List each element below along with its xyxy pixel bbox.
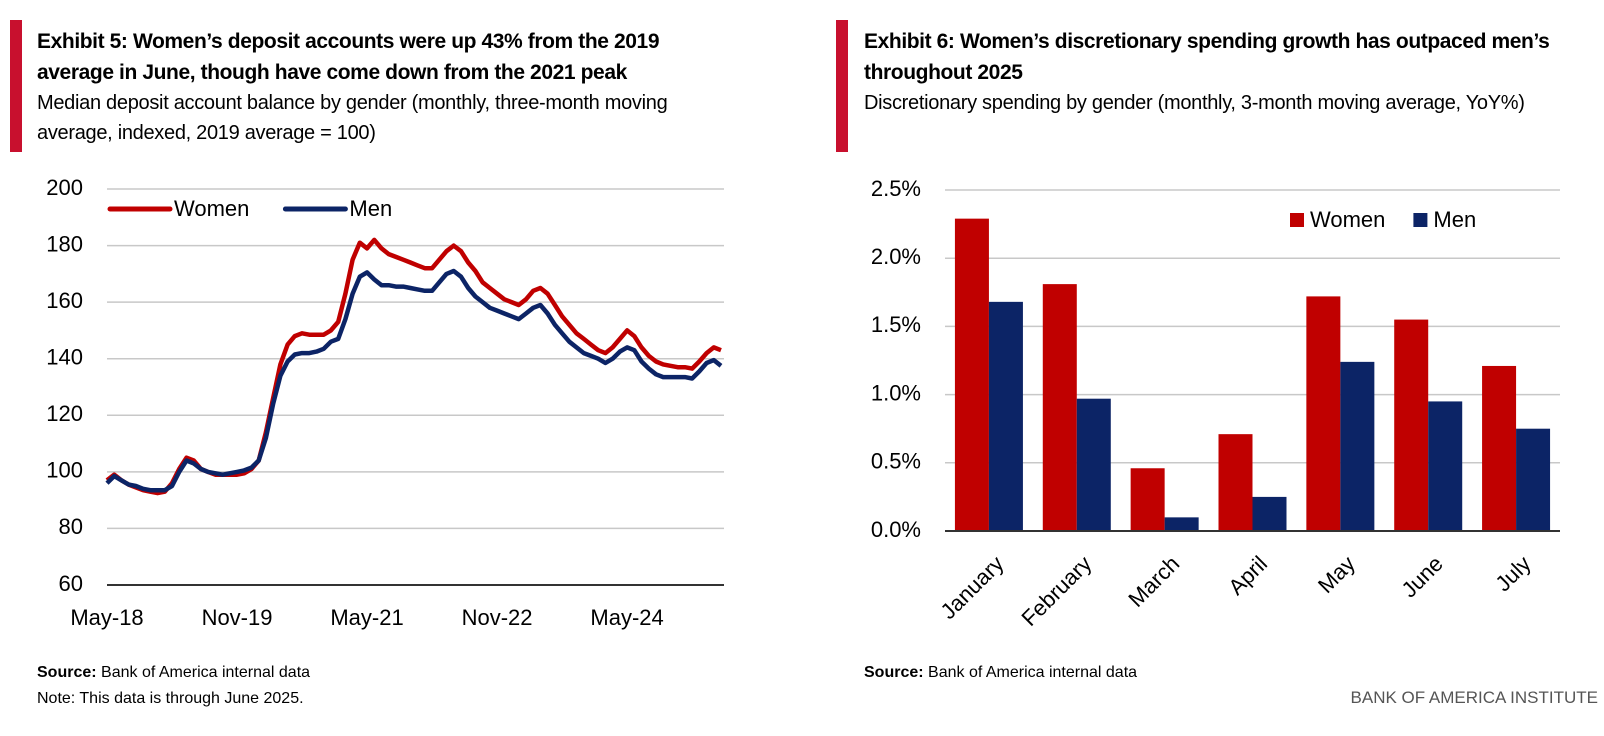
source-text: Bank of America internal data (928, 664, 1138, 681)
x-tick-label: Nov-19 (202, 605, 273, 630)
bar (1340, 361, 1375, 531)
y-tick-label: 60 (59, 571, 83, 596)
footer: BANK OF AMERICA INSTITUTE (1350, 688, 1598, 707)
bar (954, 218, 989, 532)
x-tick-label: May-21 (330, 605, 403, 630)
accent-bar (836, 20, 848, 152)
header: Exhibit 6: Women’s discretionary spendin… (864, 26, 1554, 118)
chart-title: Exhibit 6: Women’s discretionary spendin… (864, 30, 1550, 84)
source-text: Bank of America internal data (101, 664, 311, 681)
source: Source: Bank of America internal data (864, 660, 1137, 686)
y-tick-label: 200 (46, 175, 83, 200)
bar (1482, 365, 1517, 531)
x-tick-label: May-18 (70, 605, 143, 630)
line-series (105, 237, 722, 496)
legend-label: Men (349, 196, 392, 221)
x-tick-label: February (1016, 551, 1096, 631)
y-tick-label: 1.5% (871, 312, 921, 337)
y-tick-label: 140 (46, 345, 83, 370)
chart-subtitle: Discretionary spending by gender (monthl… (864, 92, 1525, 114)
source-label: Source: (864, 664, 924, 681)
bar (1252, 496, 1287, 531)
legend-label: Women (174, 196, 249, 221)
accent-bar (10, 20, 22, 152)
source-label: Source: (37, 664, 97, 681)
source: Source: Bank of America internal data No… (37, 660, 310, 712)
x-tick-label: May (1313, 551, 1360, 598)
y-tick-label: 0.5% (871, 449, 921, 474)
bar (1130, 468, 1165, 531)
note: Note: This data is through June 2025. (37, 690, 304, 707)
bar (1428, 401, 1463, 531)
header: Exhibit 5: Women’s deposit accounts were… (37, 26, 737, 148)
y-tick-label: 2.5% (871, 176, 921, 201)
bar (1164, 517, 1199, 531)
line-series (105, 268, 723, 493)
chart-subtitle: Median deposit account balance by gender… (37, 92, 668, 144)
bar (1394, 319, 1429, 531)
y-tick-label: 160 (46, 288, 83, 313)
x-tick-label: June (1396, 551, 1447, 602)
x-tick-label: March (1123, 551, 1184, 612)
x-tick-label: July (1490, 551, 1535, 596)
x-tick-label: Nov-22 (462, 605, 533, 630)
chart-title: Exhibit 5: Women’s deposit accounts were… (37, 30, 660, 84)
legend-label: Men (1433, 207, 1476, 232)
bar (1306, 296, 1341, 531)
y-tick-label: 2.0% (871, 244, 921, 269)
y-tick-label: 120 (46, 401, 83, 426)
legend-swatch (1290, 213, 1304, 227)
bar (988, 301, 1023, 531)
bar (1076, 398, 1111, 531)
bar (1218, 434, 1253, 531)
y-tick-label: 180 (46, 231, 83, 256)
legend-swatch (1413, 213, 1428, 227)
x-tick-label: April (1223, 551, 1272, 600)
legend-label: Women (1310, 207, 1385, 232)
bar (1516, 428, 1551, 531)
x-tick-label: January (936, 551, 1009, 624)
x-tick-label: May-24 (590, 605, 663, 630)
y-tick-label: 0.0% (871, 517, 921, 542)
y-tick-label: 1.0% (871, 380, 921, 405)
y-tick-label: 80 (59, 514, 83, 539)
y-tick-label: 100 (46, 458, 83, 483)
bar (1042, 284, 1077, 531)
